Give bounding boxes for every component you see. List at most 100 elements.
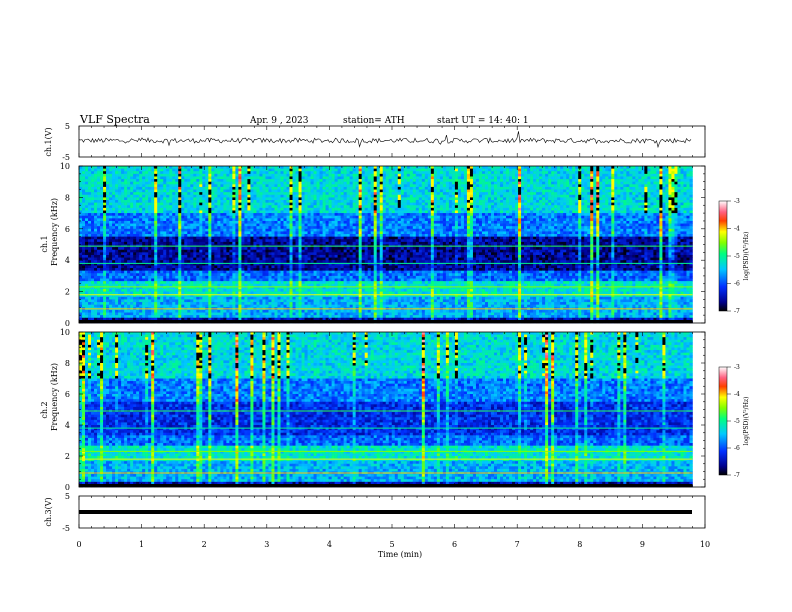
- spectrogram-cell: [605, 210, 608, 213]
- spectrogram-cell: [190, 190, 193, 193]
- spectrogram-cell: [470, 190, 473, 193]
- spectrogram-cell: [190, 205, 193, 208]
- spectrogram-cell: [175, 190, 178, 193]
- spectrogram-cell: [250, 203, 253, 206]
- spectrogram-cell: [413, 187, 416, 190]
- spectrogram-cell: [374, 216, 377, 219]
- spectrogram-cell: [109, 169, 112, 172]
- spectrogram-cell: [214, 195, 217, 198]
- spectrogram-cell: [241, 218, 244, 221]
- spectrogram-cell: [175, 192, 178, 195]
- spectrogram-cell: [100, 174, 103, 177]
- spectrogram-cell: [311, 216, 314, 219]
- spectrogram-cell: [112, 174, 115, 177]
- spectrogram-cell: [163, 187, 166, 190]
- spectrogram-cell: [229, 179, 232, 182]
- spectrogram-cell: [401, 174, 404, 177]
- spectrogram-cell: [283, 213, 286, 216]
- spectrogram-cell: [569, 195, 572, 198]
- spectrogram-cell: [241, 213, 244, 216]
- spectrogram-cell: [380, 184, 383, 187]
- spectrogram-cell: [314, 226, 317, 229]
- spectrogram-cell: [268, 218, 271, 221]
- spectrogram-cell: [169, 205, 172, 208]
- spectrogram-cell: [533, 166, 536, 169]
- spectrogram-cell: [386, 213, 389, 216]
- spectrogram-cell: [223, 169, 226, 172]
- spectrogram-cell: [680, 205, 683, 208]
- spectrogram-cell: [280, 205, 283, 208]
- spectrogram-cell: [491, 197, 494, 200]
- spectrogram-cell: [473, 176, 476, 179]
- spectrogram-cell: [163, 224, 166, 227]
- spectrogram-cell: [542, 176, 545, 179]
- spectrogram-cell: [689, 213, 692, 216]
- spectrogram-cell: [686, 203, 689, 206]
- spectrogram-cell: [169, 221, 172, 224]
- spectrogram-cell: [452, 171, 455, 174]
- spectrogram-cell: [283, 171, 286, 174]
- spectrogram-cell: [371, 197, 374, 200]
- spectrogram-cell: [398, 218, 401, 221]
- spectrogram-cell: [335, 208, 338, 211]
- spectrogram-cell: [434, 166, 437, 169]
- spectrogram-cell: [569, 169, 572, 172]
- spectrogram-cell: [404, 218, 407, 221]
- spectrogram-cell: [250, 205, 253, 208]
- spectrogram-cell: [247, 226, 250, 229]
- spectrogram-cell: [587, 179, 590, 182]
- spectrogram-cell: [545, 208, 548, 211]
- spectrogram-cell: [623, 166, 626, 169]
- spectrogram-cell: [256, 187, 259, 190]
- spectrogram-cell: [662, 182, 665, 185]
- spectrogram-cell: [518, 169, 521, 172]
- spectrogram-cell: [422, 205, 425, 208]
- spectrogram-cell: [332, 226, 335, 229]
- spectrogram-cell: [100, 218, 103, 221]
- spectrogram-cell: [311, 166, 314, 169]
- spectrogram-cell: [557, 187, 560, 190]
- spectrogram-cell: [217, 203, 220, 206]
- spectrogram-cell: [635, 179, 638, 182]
- spectrogram-cell: [500, 203, 503, 206]
- spectrogram-cell: [620, 182, 623, 185]
- spectrogram-cell: [208, 224, 211, 227]
- spectrogram-cell: [440, 218, 443, 221]
- spectrogram-cell: [262, 205, 265, 208]
- spectrogram-cell: [190, 171, 193, 174]
- spectrogram-cell: [166, 210, 169, 213]
- spectrogram-cell: [280, 221, 283, 224]
- spectrogram-cell: [572, 195, 575, 198]
- spectrogram-cell: [265, 166, 268, 169]
- spectrogram-cell: [223, 208, 226, 211]
- spectrogram-cell: [124, 166, 127, 169]
- spectrogram-cell: [536, 226, 539, 229]
- spectrogram-cell: [106, 166, 109, 169]
- spectrogram-cell: [563, 200, 566, 203]
- spectrogram-cell: [503, 169, 506, 172]
- spectrogram-cell: [353, 210, 356, 213]
- spectrogram-cell: [121, 171, 124, 174]
- spectrogram-cell: [482, 221, 485, 224]
- spectrogram-cell: [551, 174, 554, 177]
- spectrogram-cell: [338, 184, 341, 187]
- spectrogram-cell: [626, 224, 629, 227]
- spectrogram-cell: [626, 210, 629, 213]
- spectrogram-cell: [563, 213, 566, 216]
- spectrogram-cell: [106, 197, 109, 200]
- spectrogram-cell: [145, 171, 148, 174]
- spectrogram-cell: [265, 208, 268, 211]
- spectrogram-cell: [443, 221, 446, 224]
- spectrogram-cell: [253, 224, 256, 227]
- spectrogram-cell: [506, 182, 509, 185]
- spectrogram-cell: [356, 182, 359, 185]
- spectrogram-cell: [515, 179, 518, 182]
- spectrogram-cell: [521, 192, 524, 195]
- spectrogram-cell: [208, 171, 211, 174]
- spectrogram-cell: [250, 176, 253, 179]
- spectrogram-cell: [103, 166, 106, 169]
- spectrogram-cell: [142, 203, 145, 206]
- spectrogram-cell: [656, 176, 659, 179]
- spectrogram-cell: [431, 176, 434, 179]
- spectrogram-cell: [464, 179, 467, 182]
